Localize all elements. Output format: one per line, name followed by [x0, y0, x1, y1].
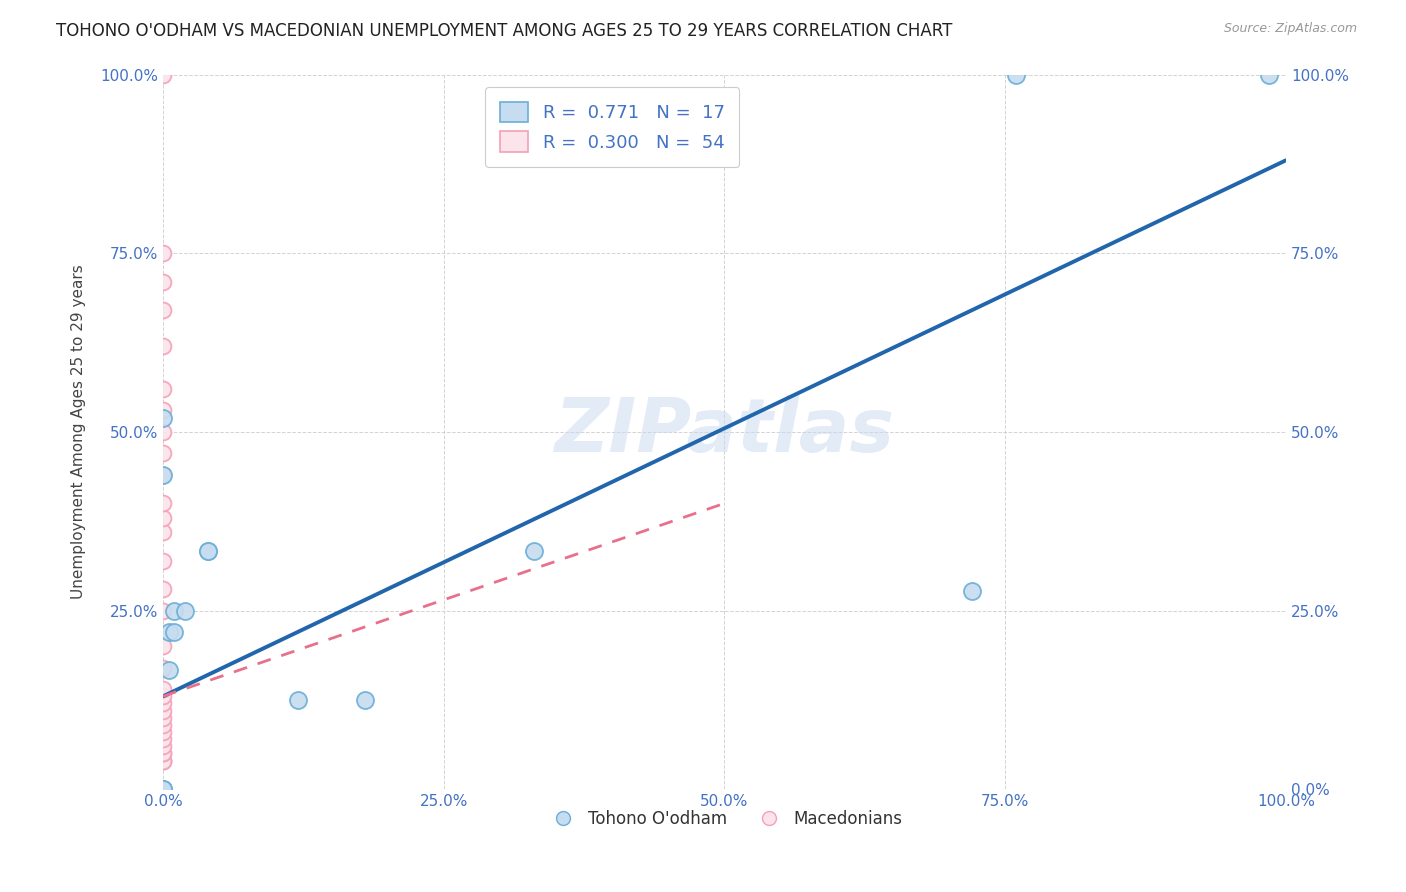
Point — [152, 782, 174, 797]
Point — [152, 782, 174, 797]
Point — [152, 782, 174, 797]
Point — [1005, 68, 1028, 82]
Point — [152, 446, 174, 460]
Point — [157, 663, 180, 677]
Point — [152, 782, 174, 797]
Point — [152, 403, 174, 417]
Point — [354, 693, 377, 707]
Point — [152, 496, 174, 510]
Point — [152, 704, 174, 718]
Point — [152, 382, 174, 396]
Point — [1258, 68, 1281, 82]
Point — [152, 782, 174, 797]
Point — [152, 68, 174, 82]
Text: ZIPatlas: ZIPatlas — [554, 395, 894, 468]
Point — [152, 754, 174, 768]
Point — [152, 754, 174, 768]
Point — [152, 339, 174, 353]
Point — [152, 782, 174, 797]
Point — [152, 782, 174, 797]
Point — [152, 697, 174, 711]
Point — [152, 467, 174, 482]
Point — [163, 603, 186, 617]
Point — [152, 682, 174, 697]
Point — [152, 782, 174, 797]
Point — [152, 640, 174, 654]
Text: TOHONO O'ODHAM VS MACEDONIAN UNEMPLOYMENT AMONG AGES 25 TO 29 YEARS CORRELATION : TOHONO O'ODHAM VS MACEDONIAN UNEMPLOYMEN… — [56, 22, 953, 40]
Point — [152, 782, 174, 797]
Point — [152, 711, 174, 725]
Point — [152, 725, 174, 739]
Point — [197, 544, 219, 558]
Point — [152, 410, 174, 425]
Point — [152, 732, 174, 747]
Point — [152, 782, 174, 797]
Point — [960, 583, 983, 598]
Point — [157, 625, 180, 640]
Point — [152, 661, 174, 675]
Point — [152, 425, 174, 439]
Point — [152, 303, 174, 318]
Point — [152, 782, 174, 797]
Point — [152, 782, 174, 797]
Text: Source: ZipAtlas.com: Source: ZipAtlas.com — [1223, 22, 1357, 36]
Point — [152, 582, 174, 596]
Point — [163, 625, 186, 640]
Point — [152, 603, 174, 617]
Point — [152, 754, 174, 768]
Point — [152, 782, 174, 797]
Point — [152, 747, 174, 761]
Y-axis label: Unemployment Among Ages 25 to 29 years: Unemployment Among Ages 25 to 29 years — [72, 265, 86, 599]
Point — [152, 467, 174, 482]
Point — [152, 782, 174, 797]
Point — [152, 553, 174, 567]
Point — [152, 782, 174, 797]
Point — [152, 690, 174, 704]
Legend: Tohono O'odham, Macedonians: Tohono O'odham, Macedonians — [540, 803, 910, 835]
Point — [287, 693, 309, 707]
Point — [197, 544, 219, 558]
Point — [152, 782, 174, 797]
Point — [152, 782, 174, 797]
Point — [152, 246, 174, 260]
Point — [522, 544, 544, 558]
Point — [152, 782, 174, 797]
Point — [152, 782, 174, 797]
Point — [174, 603, 197, 617]
Point — [152, 718, 174, 732]
Point — [152, 510, 174, 524]
Point — [152, 782, 174, 797]
Point — [152, 782, 174, 797]
Point — [152, 275, 174, 289]
Point — [152, 524, 174, 539]
Point — [152, 739, 174, 754]
Point — [152, 782, 174, 797]
Point — [152, 782, 174, 797]
Point — [152, 782, 174, 797]
Point — [152, 747, 174, 761]
